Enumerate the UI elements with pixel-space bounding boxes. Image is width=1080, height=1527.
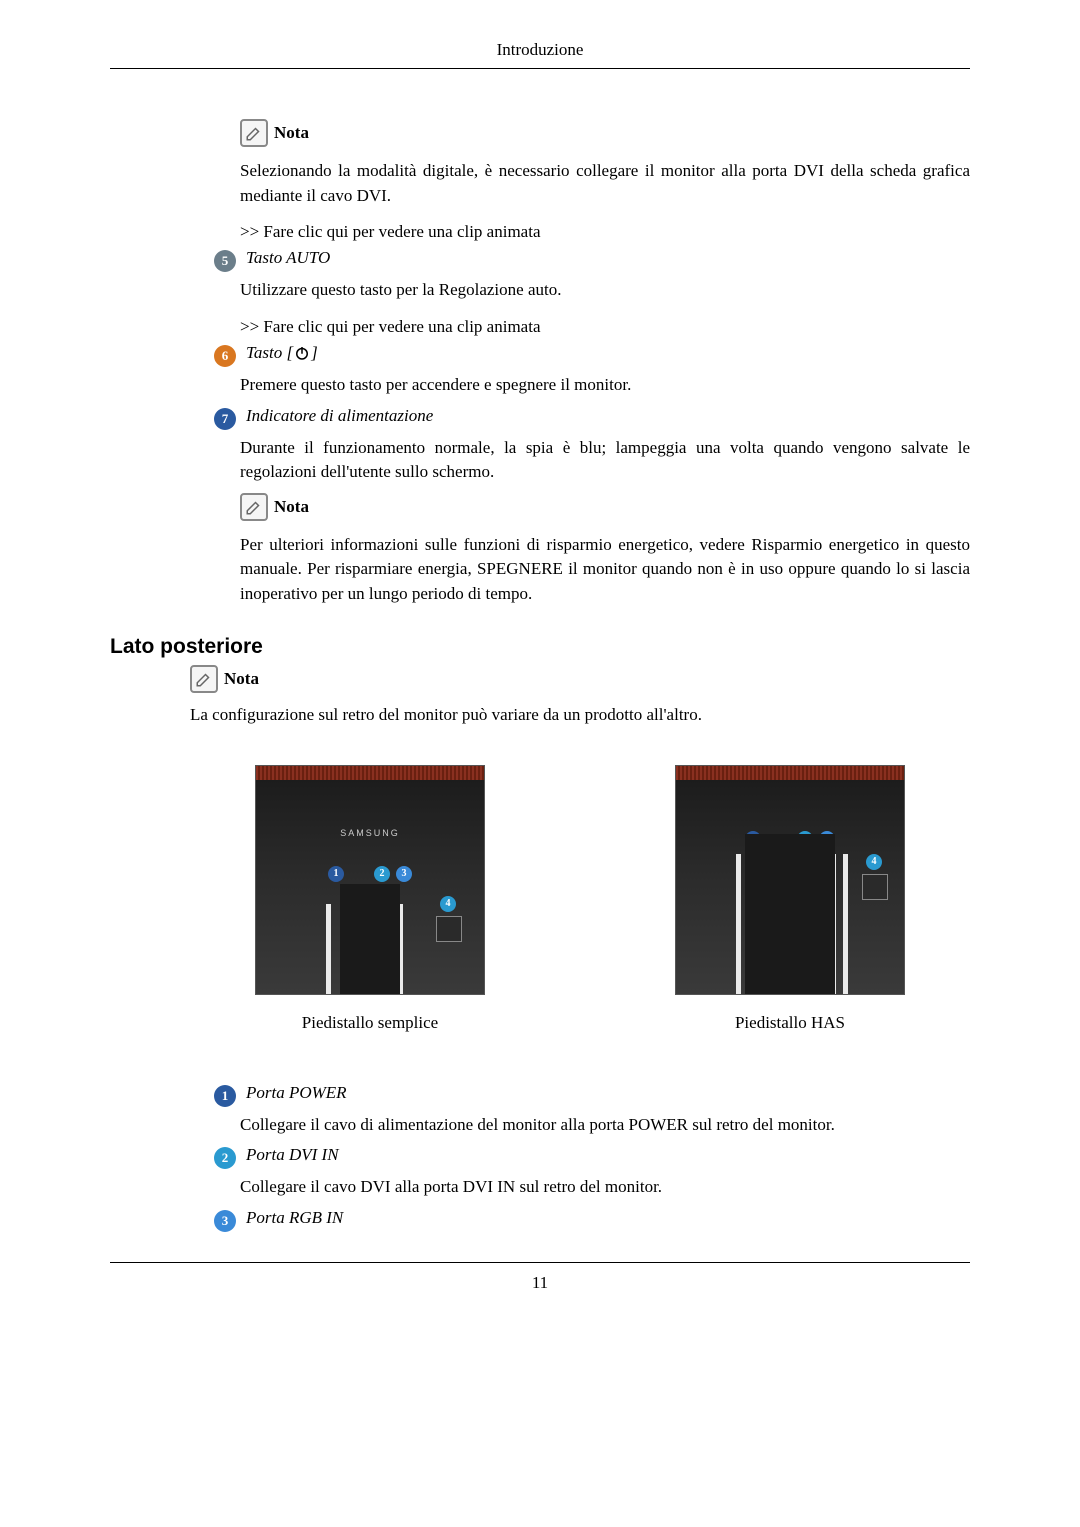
power-icon	[293, 344, 311, 364]
mini-badge-1: 1	[328, 866, 344, 882]
body-text: Selezionando la modalità digitale, è nec…	[240, 159, 970, 208]
back-badge-3: 3	[214, 1210, 236, 1232]
note-label: Nota	[274, 123, 309, 143]
note-icon	[240, 493, 268, 521]
mini-badge-4: 4	[440, 896, 456, 912]
section-config-text: La configurazione sul retro del monitor …	[190, 705, 970, 725]
back-item-1-body: Collegare il cavo di alimentazione del m…	[240, 1113, 970, 1138]
item-5-row: 5 Tasto AUTO	[214, 248, 970, 272]
mini-badge-4: 4	[866, 854, 882, 870]
item-7-label: Indicatore di alimentazione	[246, 406, 433, 426]
caption-simple: Piedistallo semplice	[302, 1013, 438, 1033]
monitor-simple-img: SAMSUNG 1 2 3 4	[255, 765, 485, 995]
note-text-top: Selezionando la modalità digitale, è nec…	[240, 159, 970, 208]
cable	[326, 904, 331, 994]
item-6-suffix: ]	[311, 343, 318, 362]
page-header: Introduzione	[110, 40, 970, 69]
cable	[843, 854, 848, 994]
note-icon	[240, 119, 268, 147]
note-text-mid: Per ulteriori informazioni sulle funzion…	[240, 533, 970, 607]
back-item-2-row: 2 Porta DVI IN	[214, 1145, 970, 1169]
monitor-has-img: 1 2 3 4 SAMSUNG	[675, 765, 905, 995]
item-6-prefix: Tasto [	[246, 343, 293, 362]
monitor-top-bar	[256, 766, 484, 780]
back-badge-1: 1	[214, 1085, 236, 1107]
note-label: Nota	[274, 497, 309, 517]
body-text: Collegare il cavo di alimentazione del m…	[240, 1113, 970, 1138]
note-label: Nota	[224, 669, 259, 689]
mini-badge-3: 3	[396, 866, 412, 882]
item-5-label: Tasto AUTO	[246, 248, 330, 268]
page-footer: 11	[110, 1262, 970, 1293]
body-text: Premere questo tasto per accendere e spe…	[240, 373, 970, 398]
animated-clip-link-2[interactable]: >> Fare clic qui per vedere una clip ani…	[240, 317, 970, 337]
back-item-1-row: 1 Porta POWER	[214, 1083, 970, 1107]
back-item-3-row: 3 Porta RGB IN	[214, 1208, 970, 1232]
back-badge-2: 2	[214, 1147, 236, 1169]
caption-has: Piedistallo HAS	[735, 1013, 845, 1033]
badge-strip: 1 2 3	[328, 866, 412, 882]
cable	[736, 854, 741, 994]
item-5-body: Utilizzare questo tasto per la Regolazio…	[240, 278, 970, 303]
note-block-top: Nota	[240, 119, 970, 147]
badge-5: 5	[214, 250, 236, 272]
body-text: Durante il funzionamento normale, la spi…	[240, 436, 970, 485]
monitor-images-row: SAMSUNG 1 2 3 4 Piedistallo semplice 1 2…	[190, 765, 970, 1033]
body-text: Collegare il cavo DVI alla porta DVI IN …	[240, 1175, 970, 1200]
item-6-body: Premere questo tasto per accendere e spe…	[240, 373, 970, 398]
back-item-1-label: Porta POWER	[246, 1083, 347, 1103]
pencil-note-icon	[245, 498, 263, 516]
note-block-sect: Nota	[190, 665, 970, 693]
monitor-stand-has	[745, 834, 835, 994]
pencil-note-icon	[195, 670, 213, 688]
monitor-has-col: 1 2 3 4 SAMSUNG Piedistallo HAS	[675, 765, 905, 1033]
animated-clip-link-1[interactable]: >> Fare clic qui per vedere una clip ani…	[240, 222, 970, 242]
note-block-mid: Nota	[240, 493, 970, 521]
item-6-label: Tasto []	[246, 343, 318, 364]
badge-7: 7	[214, 408, 236, 430]
mini-badge-2: 2	[374, 866, 390, 882]
section-heading-lato: Lato posteriore	[110, 635, 970, 659]
pencil-note-icon	[245, 124, 263, 142]
monitor-stand	[340, 884, 400, 994]
back-item-2-label: Porta DVI IN	[246, 1145, 339, 1165]
body-text: Per ulteriori informazioni sulle funzion…	[240, 533, 970, 607]
item-7-body: Durante il funzionamento normale, la spi…	[240, 436, 970, 485]
back-item-3-label: Porta RGB IN	[246, 1208, 343, 1228]
back-item-2-body: Collegare il cavo DVI alla porta DVI IN …	[240, 1175, 970, 1200]
monitor-simple-col: SAMSUNG 1 2 3 4 Piedistallo semplice	[255, 765, 485, 1033]
body-text: Utilizzare questo tasto per la Regolazio…	[240, 278, 970, 303]
note-icon	[190, 665, 218, 693]
lock-box	[436, 916, 462, 942]
item-6-row: 6 Tasto []	[214, 343, 970, 367]
monitor-top-bar	[676, 766, 904, 780]
badge-6: 6	[214, 345, 236, 367]
lock-box	[862, 874, 888, 900]
item-7-row: 7 Indicatore di alimentazione	[214, 406, 970, 430]
monitor-brand: SAMSUNG	[340, 828, 400, 838]
